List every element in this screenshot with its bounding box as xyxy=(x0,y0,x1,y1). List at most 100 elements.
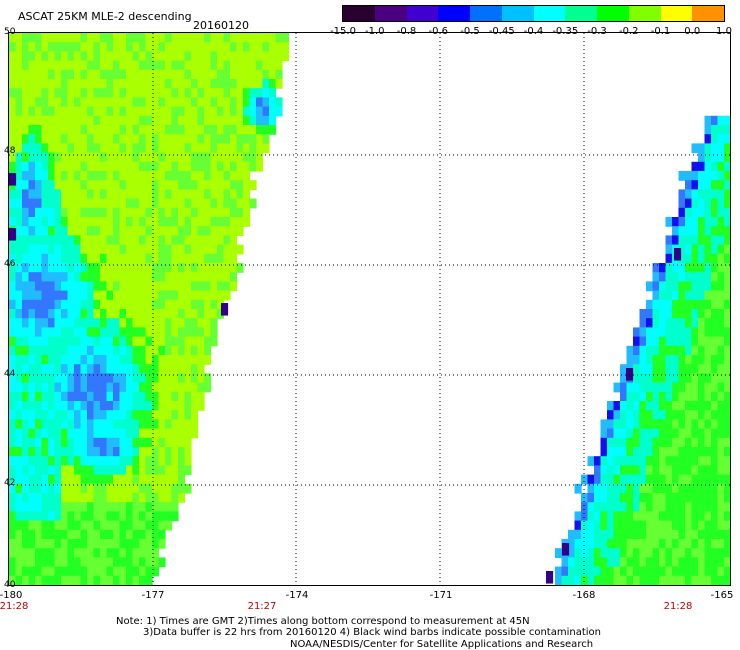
swath-cell xyxy=(35,437,43,448)
swath-cell xyxy=(35,152,43,163)
swath-cell xyxy=(74,152,82,163)
swath-cell xyxy=(704,401,712,411)
swath-cell xyxy=(217,42,225,52)
swath-cell xyxy=(731,226,732,236)
swath-cell xyxy=(223,125,231,135)
swath-cell xyxy=(22,474,30,485)
swath-cell xyxy=(191,207,199,218)
swath-cell xyxy=(698,235,706,246)
swath-cell xyxy=(126,548,134,558)
swath-cell xyxy=(717,382,725,393)
swath-cell xyxy=(711,520,719,531)
swath-cell xyxy=(28,327,36,338)
swath-cell xyxy=(106,355,114,365)
swath-cell xyxy=(74,253,82,264)
color-scale-label: -0.5 xyxy=(460,26,480,37)
swath-cell xyxy=(48,447,56,457)
swath-cell xyxy=(87,566,95,577)
swath-cell xyxy=(145,456,153,466)
swath-cell xyxy=(243,143,251,154)
swath-cell xyxy=(80,60,88,71)
swath-cell xyxy=(100,60,108,71)
swath-cell xyxy=(230,244,238,255)
swath-cell xyxy=(711,391,719,402)
swath-cell xyxy=(678,226,686,236)
swath-cell xyxy=(659,327,667,338)
swath-cell xyxy=(678,263,686,273)
swath-cell xyxy=(717,456,725,466)
swath-cell xyxy=(171,428,179,439)
swath-cell xyxy=(54,548,62,558)
swath-cell xyxy=(197,152,205,163)
swath-cell xyxy=(87,465,95,476)
swath-cell xyxy=(15,373,23,384)
swath-cell xyxy=(282,33,290,43)
swath-cell xyxy=(652,290,660,301)
swath-cell xyxy=(93,161,101,172)
swath-cell xyxy=(15,171,23,181)
swath-cell xyxy=(704,382,712,393)
swath-cell xyxy=(74,60,82,71)
color-scale-swatch xyxy=(470,6,502,21)
swath-cell xyxy=(139,226,147,236)
swath-cell xyxy=(230,217,238,227)
swath-cell xyxy=(106,97,114,108)
swath-cell xyxy=(724,391,730,402)
swath-cell xyxy=(139,244,147,255)
swath-cell xyxy=(80,474,88,485)
swath-cell xyxy=(197,281,205,292)
swath-cell xyxy=(80,272,88,282)
swath-cell xyxy=(54,79,62,89)
swath-cell xyxy=(113,493,121,503)
swath-cell xyxy=(711,511,719,522)
swath-cell xyxy=(594,474,602,485)
swath-cell xyxy=(691,539,699,549)
swath-cell xyxy=(67,364,75,374)
swath-cell xyxy=(731,429,732,439)
swath-cell xyxy=(659,263,667,273)
swath-cell xyxy=(54,483,62,494)
swath-cell xyxy=(204,125,212,135)
swath-cell xyxy=(717,253,725,264)
swath-cell xyxy=(41,437,49,448)
swath-cell xyxy=(171,272,179,282)
swath-cell xyxy=(80,33,88,43)
swath-cell xyxy=(48,548,56,558)
swath-cell xyxy=(152,33,160,43)
swath-cell xyxy=(256,79,264,89)
swath-cell xyxy=(672,364,680,374)
swath-cell xyxy=(678,575,686,585)
swath-cell xyxy=(620,382,628,393)
swath-cell xyxy=(126,88,134,98)
swath-cell xyxy=(113,88,121,98)
swath-cell xyxy=(724,299,730,310)
swath-cell xyxy=(28,97,36,108)
swath-cell xyxy=(15,318,23,328)
swath-cell xyxy=(223,198,231,209)
swath-cell xyxy=(197,290,205,301)
swath-cell xyxy=(581,585,588,586)
swath-cell xyxy=(243,33,251,43)
swath-cell xyxy=(15,410,23,420)
swath-cell xyxy=(139,520,147,531)
swath-cell xyxy=(614,585,621,586)
swath-cell xyxy=(9,483,17,494)
swath-cell xyxy=(646,520,654,531)
swath-cell xyxy=(165,263,173,273)
swath-cell xyxy=(568,575,576,585)
swath-cell xyxy=(61,382,69,393)
swath-cell xyxy=(197,69,205,80)
swath-cell xyxy=(139,281,147,292)
swath-cell xyxy=(100,217,108,227)
swath-cell xyxy=(119,355,127,365)
swath-cell xyxy=(184,189,192,200)
swath-cell xyxy=(158,345,166,356)
swath-cell xyxy=(724,428,730,439)
swath-cell xyxy=(80,355,88,365)
swath-cell xyxy=(22,391,30,402)
swath-cell xyxy=(704,483,712,494)
swath-cell xyxy=(184,88,192,98)
swath-cell xyxy=(731,263,732,273)
swath-cell xyxy=(22,511,30,522)
swath-cell xyxy=(685,364,693,374)
